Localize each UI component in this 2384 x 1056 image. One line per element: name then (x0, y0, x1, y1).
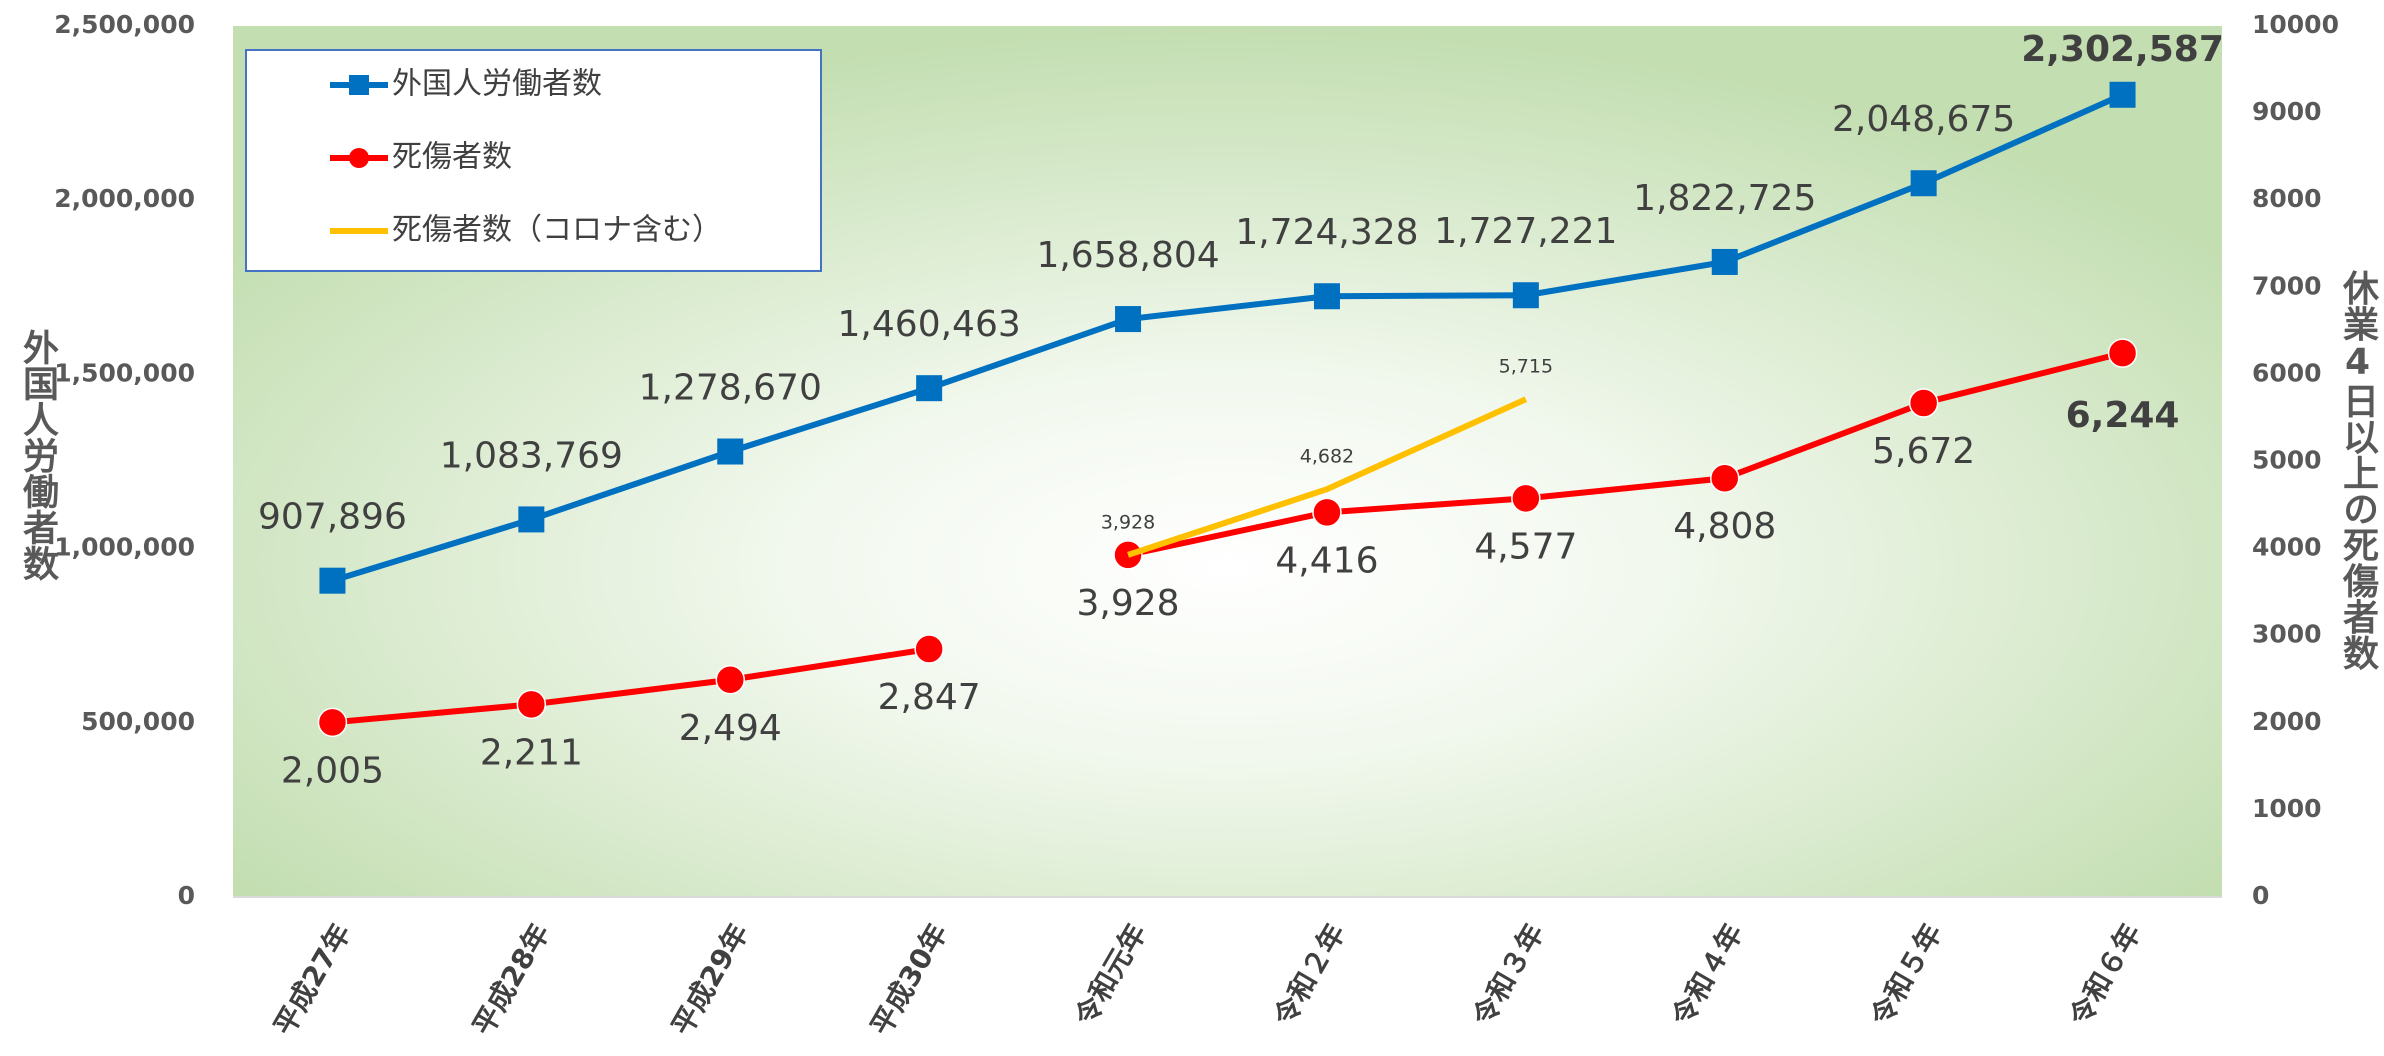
marker (516, 689, 547, 720)
x-tick-label: 令和元年 (1068, 918, 1153, 1032)
x-tick-label: 令和３年 (1466, 918, 1551, 1032)
data-label: 3,928 (1077, 583, 1180, 624)
data-label: 4,808 (1673, 506, 1776, 547)
y-tick-label: 500,000 (81, 707, 195, 736)
data-label: 1,727,221 (1434, 211, 1617, 252)
y2-tick-label: 5000 (2252, 446, 2322, 475)
series-line (1127, 396, 1528, 558)
marker (319, 567, 346, 594)
data-label: 6,244 (2066, 395, 2180, 436)
data-label: 1,083,769 (440, 435, 623, 476)
data-label: 2,211 (480, 732, 583, 773)
x-tick-label: 平成30年 (864, 918, 954, 1041)
y2-tick-label: 7000 (2252, 271, 2322, 300)
y2-tick-label: 0 (2252, 881, 2269, 910)
y2-tick-label: 1000 (2252, 794, 2322, 823)
data-label: 5,672 (1872, 431, 1975, 472)
series-line (1127, 350, 2124, 558)
y2-tick-label: 4000 (2252, 533, 2322, 562)
y-axis-label: 外国人労働者数 (17, 329, 59, 581)
data-label: 1,460,463 (838, 304, 1021, 345)
data-label: 4,682 (1300, 446, 1354, 468)
y2-tick-label: 8000 (2252, 184, 2322, 213)
data-label: 1,658,804 (1036, 235, 1219, 276)
y2-axis-label: 休業4日以上の死傷者数 (2337, 269, 2380, 670)
x-tick-label: 平成29年 (665, 918, 755, 1041)
data-label: 1,278,670 (639, 368, 822, 409)
legend-marker (349, 75, 369, 95)
data-label: 2,302,587 (2021, 29, 2224, 70)
data-label: 1,822,725 (1633, 178, 1816, 219)
data-label: 2,005 (281, 750, 384, 791)
marker (717, 438, 744, 465)
x-tick-label: 平成28年 (466, 918, 556, 1041)
data-label: 2,847 (878, 677, 981, 718)
series-line (332, 646, 930, 726)
x-tick-label: 令和６年 (2063, 918, 2148, 1032)
x-tick-label: 令和４年 (1665, 918, 1750, 1032)
y-tick-label: 2,000,000 (54, 184, 195, 213)
marker (914, 634, 944, 664)
series-line (331, 92, 2124, 584)
legend-label: 死傷者数 (392, 140, 512, 175)
marker (1115, 306, 1142, 333)
marker (2107, 338, 2138, 368)
y-tick-label: 2,500,000 (54, 10, 195, 39)
legend-label: 外国人労働者数 (392, 67, 602, 102)
marker (518, 506, 545, 533)
y-tick-label: 0 (178, 881, 195, 910)
data-label: 2,048,675 (1832, 99, 2015, 140)
marker (2109, 81, 2136, 108)
marker (916, 375, 943, 402)
marker (1910, 170, 1937, 197)
marker (715, 665, 745, 695)
marker (1312, 497, 1342, 528)
legend-label: 死傷者数（コロナ含む） (392, 213, 722, 248)
x-tick-label: 平成27年 (267, 918, 357, 1041)
y-tick-label: 1,500,000 (54, 358, 195, 387)
y2-tick-label: 9000 (2252, 97, 2322, 126)
marker (1711, 248, 1738, 275)
legend-marker (349, 148, 369, 168)
data-label: 2,494 (679, 708, 782, 749)
data-label: 4,577 (1474, 526, 1577, 567)
data-label: 4,416 (1275, 540, 1378, 581)
y2-tick-label: 10000 (2252, 10, 2339, 39)
marker (1710, 463, 1740, 493)
data-label: 3,928 (1101, 511, 1155, 533)
data-label: 907,896 (258, 497, 407, 538)
data-label: 5,715 (1499, 356, 1553, 378)
marker (1313, 283, 1340, 310)
marker (317, 707, 348, 738)
marker (1511, 483, 1541, 514)
y2-tick-label: 6000 (2252, 358, 2322, 387)
y2-tick-label: 3000 (2252, 620, 2322, 649)
marker (1908, 388, 1939, 418)
data-label: 1,724,328 (1235, 212, 1418, 253)
x-tick-label: 令和２年 (1267, 918, 1352, 1032)
x-tick-label: 令和５年 (1864, 918, 1949, 1032)
y-tick-label: 1,000,000 (54, 533, 195, 562)
marker (1512, 282, 1539, 309)
y2-tick-label: 2000 (2252, 707, 2322, 736)
